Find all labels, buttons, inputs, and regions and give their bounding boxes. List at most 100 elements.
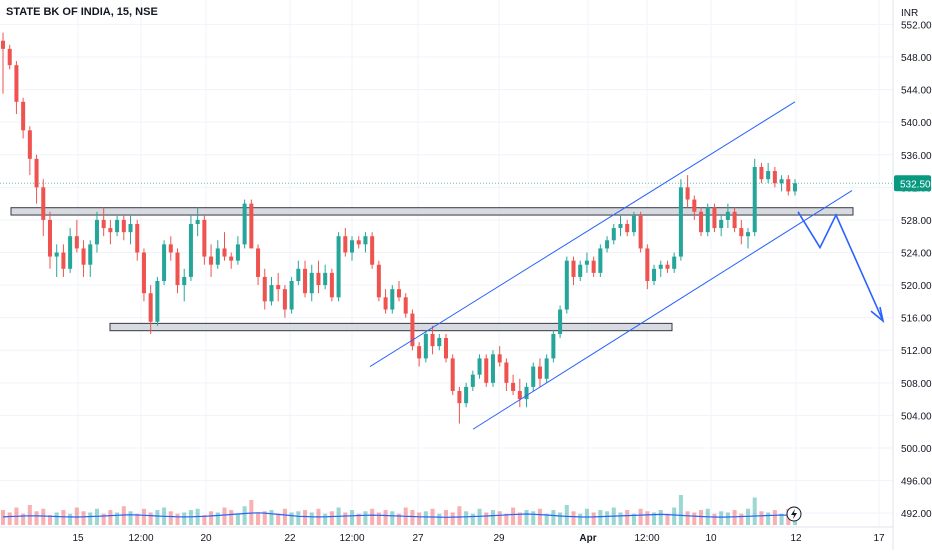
candle-body: [605, 240, 610, 249]
volume-bar: [470, 513, 475, 525]
volume-bar: [457, 506, 462, 525]
volume-bar: [551, 510, 556, 525]
volume-bar: [665, 513, 670, 525]
candle-body: [289, 281, 294, 310]
volume-bar: [101, 513, 106, 525]
candle-body: [705, 207, 710, 233]
candle-body: [652, 268, 657, 282]
volume-bar: [605, 511, 610, 525]
candle-body: [175, 252, 180, 286]
candle-body: [215, 248, 220, 265]
candle-body: [68, 236, 73, 269]
candle-body: [584, 260, 589, 265]
candle-body: [262, 276, 267, 302]
volume-bar: [725, 512, 730, 525]
x-tick-label: 29: [493, 533, 505, 544]
y-tick-label: 512.00: [901, 346, 932, 357]
volume-bar: [732, 510, 737, 525]
candle-body: [658, 264, 663, 269]
candle-body: [591, 260, 596, 273]
candle-body: [235, 244, 240, 261]
support-resistance-levels: [10, 207, 854, 332]
candle-body: [309, 272, 314, 294]
volume-bar: [685, 511, 690, 525]
candle-body: [417, 346, 422, 359]
candle-body: [450, 358, 455, 391]
candle-body: [611, 228, 616, 241]
candle-body: [34, 158, 39, 188]
volume-bar: [41, 508, 46, 525]
volume-bar: [128, 511, 133, 525]
grid: [0, 0, 893, 527]
candle-body: [363, 236, 368, 245]
candle-body: [665, 264, 670, 269]
last-price-badge: [894, 175, 931, 192]
volume-bar: [356, 513, 361, 525]
volume-bar: [202, 515, 207, 525]
candle-body: [329, 272, 334, 298]
volume-bar: [490, 510, 495, 525]
candle-body: [430, 333, 435, 347]
volume-bar: [437, 513, 442, 525]
candle-body: [74, 236, 79, 249]
candle-body: [276, 285, 281, 290]
volume-bar: [329, 511, 334, 525]
volume-bar: [410, 510, 415, 525]
candle-body: [370, 236, 375, 265]
volume-bar: [370, 508, 375, 525]
volume-bar: [121, 506, 126, 525]
candle-body: [564, 260, 569, 310]
candle-body: [423, 333, 428, 359]
candle-body: [558, 309, 563, 334]
volume-bar: [21, 513, 26, 525]
candle-body: [303, 268, 308, 294]
candle-body: [457, 390, 462, 404]
volume-bar: [0, 510, 6, 525]
volume-bar: [625, 510, 630, 525]
volume-bar: [303, 510, 308, 525]
volume-bar: [34, 511, 39, 525]
support-zone: [109, 322, 673, 332]
candle-body: [504, 362, 509, 383]
candle-body: [94, 219, 99, 245]
volume-bar: [168, 511, 173, 525]
volume-bar: [464, 511, 469, 525]
candle-body: [766, 171, 771, 180]
volume-bar: [222, 507, 227, 525]
candle-body: [598, 248, 603, 273]
candle-body: [41, 187, 46, 220]
lightning-icon[interactable]: [786, 506, 802, 527]
candle-body: [27, 130, 32, 159]
volume-bar: [571, 511, 576, 525]
candle-body: [786, 179, 791, 192]
x-tick-label: 20: [200, 533, 212, 544]
volume-bar: [148, 512, 153, 525]
volume-bar: [88, 512, 93, 525]
candle-body: [477, 358, 482, 375]
candle-body: [316, 272, 321, 286]
candle-body: [269, 285, 274, 302]
volume-bar: [759, 511, 764, 525]
candle-body: [282, 289, 287, 310]
volume-bar: [269, 510, 274, 525]
candle-body: [383, 297, 388, 310]
candle-body: [531, 366, 536, 387]
candle-body: [376, 264, 381, 298]
candle-body: [323, 272, 328, 286]
volume-bar: [209, 511, 214, 525]
candle-body: [209, 256, 214, 265]
candle-body: [121, 219, 126, 233]
y-tick-label: 540.00: [901, 118, 932, 129]
volume-bar: [61, 510, 66, 525]
candle-body: [470, 374, 475, 387]
y-tick-label: 496.00: [901, 477, 932, 488]
volume-bar: [242, 506, 247, 525]
candle-body: [625, 223, 630, 233]
volume-ma: [2, 512, 796, 518]
volume-bar: [497, 511, 502, 525]
candle-body: [537, 366, 542, 379]
candle-body: [168, 244, 173, 253]
candle-body: [162, 244, 167, 282]
candle-body: [752, 166, 757, 233]
